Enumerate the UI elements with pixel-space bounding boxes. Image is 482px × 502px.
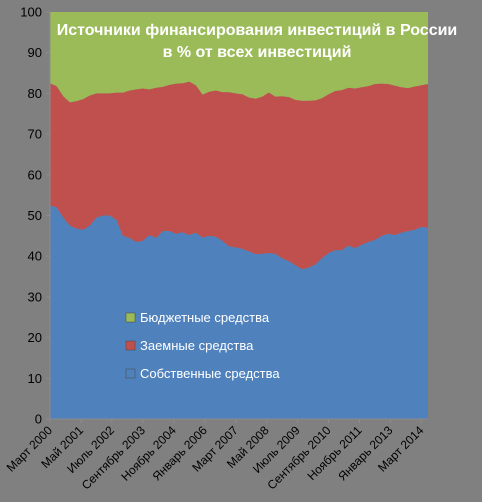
legend-item-borrowed: Заемные средства <box>125 338 254 353</box>
y-tick-label: 40 <box>28 249 42 264</box>
legend-item-own: Собственные средства <box>125 366 280 381</box>
area-series-1 <box>50 81 428 270</box>
y-tick-label: 10 <box>28 371 42 386</box>
chart-title-line-2: в % от всех инвестиций <box>163 44 352 61</box>
y-tick-label: 70 <box>28 127 42 142</box>
area-series-group <box>50 12 428 419</box>
legend-label-borrowed: Заемные средства <box>140 338 254 353</box>
chart-title-line-1: Источники финансирования инвестиций в Ро… <box>57 22 458 39</box>
y-tick-label: 60 <box>28 167 42 182</box>
legend-label-budget: Бюджетные средства <box>140 310 270 325</box>
legend-swatch-budget <box>125 312 136 323</box>
area-series-2 <box>50 12 428 103</box>
y-tick-label: 90 <box>28 45 42 60</box>
legend-label-own: Собственные средства <box>140 366 280 381</box>
chart-title: Источники финансирования инвестиций в Ро… <box>57 22 458 61</box>
legend-item-budget: Бюджетные средства <box>125 310 270 325</box>
legend: Бюджетные средства Заемные средства Собс… <box>125 310 280 381</box>
legend-swatch-own <box>125 368 136 379</box>
legend-swatch-borrowed <box>125 340 136 351</box>
y-tick-label: 20 <box>28 330 42 345</box>
y-tick-label: 100 <box>20 5 42 20</box>
y-axis-ticks: 0 10 20 30 40 50 60 70 80 90 100 <box>20 5 50 427</box>
area-series-0 <box>50 205 428 419</box>
y-tick-label: 30 <box>28 289 42 304</box>
y-tick-label: 80 <box>28 86 42 101</box>
y-tick-label: 50 <box>28 208 42 223</box>
y-tick-label: 0 <box>35 412 42 427</box>
